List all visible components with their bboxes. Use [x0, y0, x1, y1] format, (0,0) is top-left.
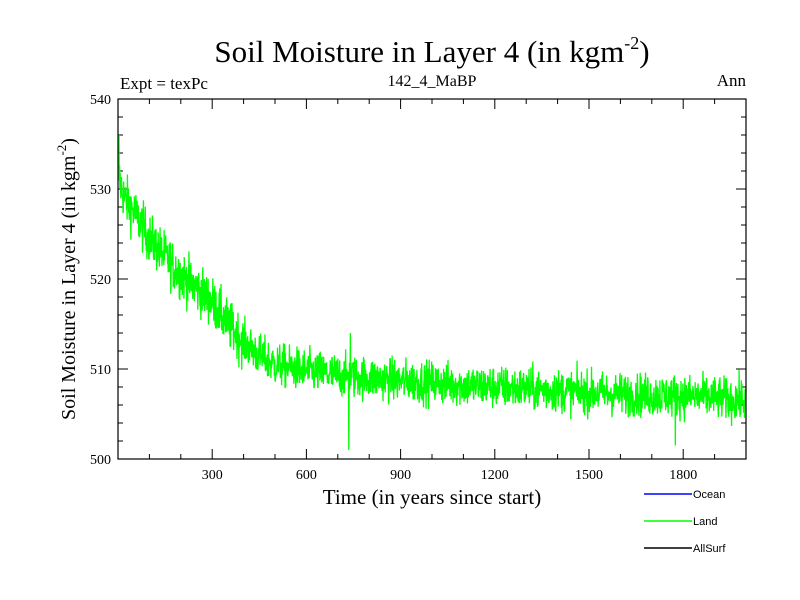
- y-tick-label: 520: [90, 273, 111, 288]
- x-axis-label: Time (in years since start): [323, 485, 542, 509]
- x-tick-label: 600: [296, 468, 317, 483]
- x-tick-label: 900: [390, 468, 411, 483]
- y-tick-label: 530: [90, 183, 111, 198]
- experiment-label: Expt = texPc: [120, 74, 208, 93]
- legend-label-allsurf: AllSurf: [693, 543, 726, 555]
- series-line-land: [117, 134, 747, 451]
- legend: Ocean Land AllSurf: [644, 489, 726, 555]
- x-tick-label: 1800: [669, 468, 697, 483]
- season-label: Ann: [717, 71, 747, 90]
- y-tick-label: 510: [90, 363, 111, 378]
- series-group: [117, 134, 747, 451]
- x-tick-labels: 300 600 900 1200 1500 1800: [202, 468, 698, 483]
- y-tick-labels: 500 510 520 530 540: [90, 93, 111, 468]
- y-tick-label: 540: [90, 93, 111, 108]
- x-tick-label: 300: [202, 468, 223, 483]
- x-tick-label: 1200: [481, 468, 509, 483]
- y-axis-label: Soil Moisture in Layer 4 (in kgm-2): [54, 138, 80, 420]
- legend-label-ocean: Ocean: [693, 489, 725, 501]
- legend-label-land: Land: [693, 516, 717, 528]
- plot-frame: [117, 98, 747, 460]
- x-tick-label: 1500: [575, 468, 603, 483]
- chart-title: Soil Moisture in Layer 4 (in kgm-2): [214, 33, 649, 69]
- axis-ticks: [118, 99, 746, 459]
- subtitle-center: 142_4_MaBP: [388, 73, 477, 90]
- y-tick-label: 500: [90, 453, 111, 468]
